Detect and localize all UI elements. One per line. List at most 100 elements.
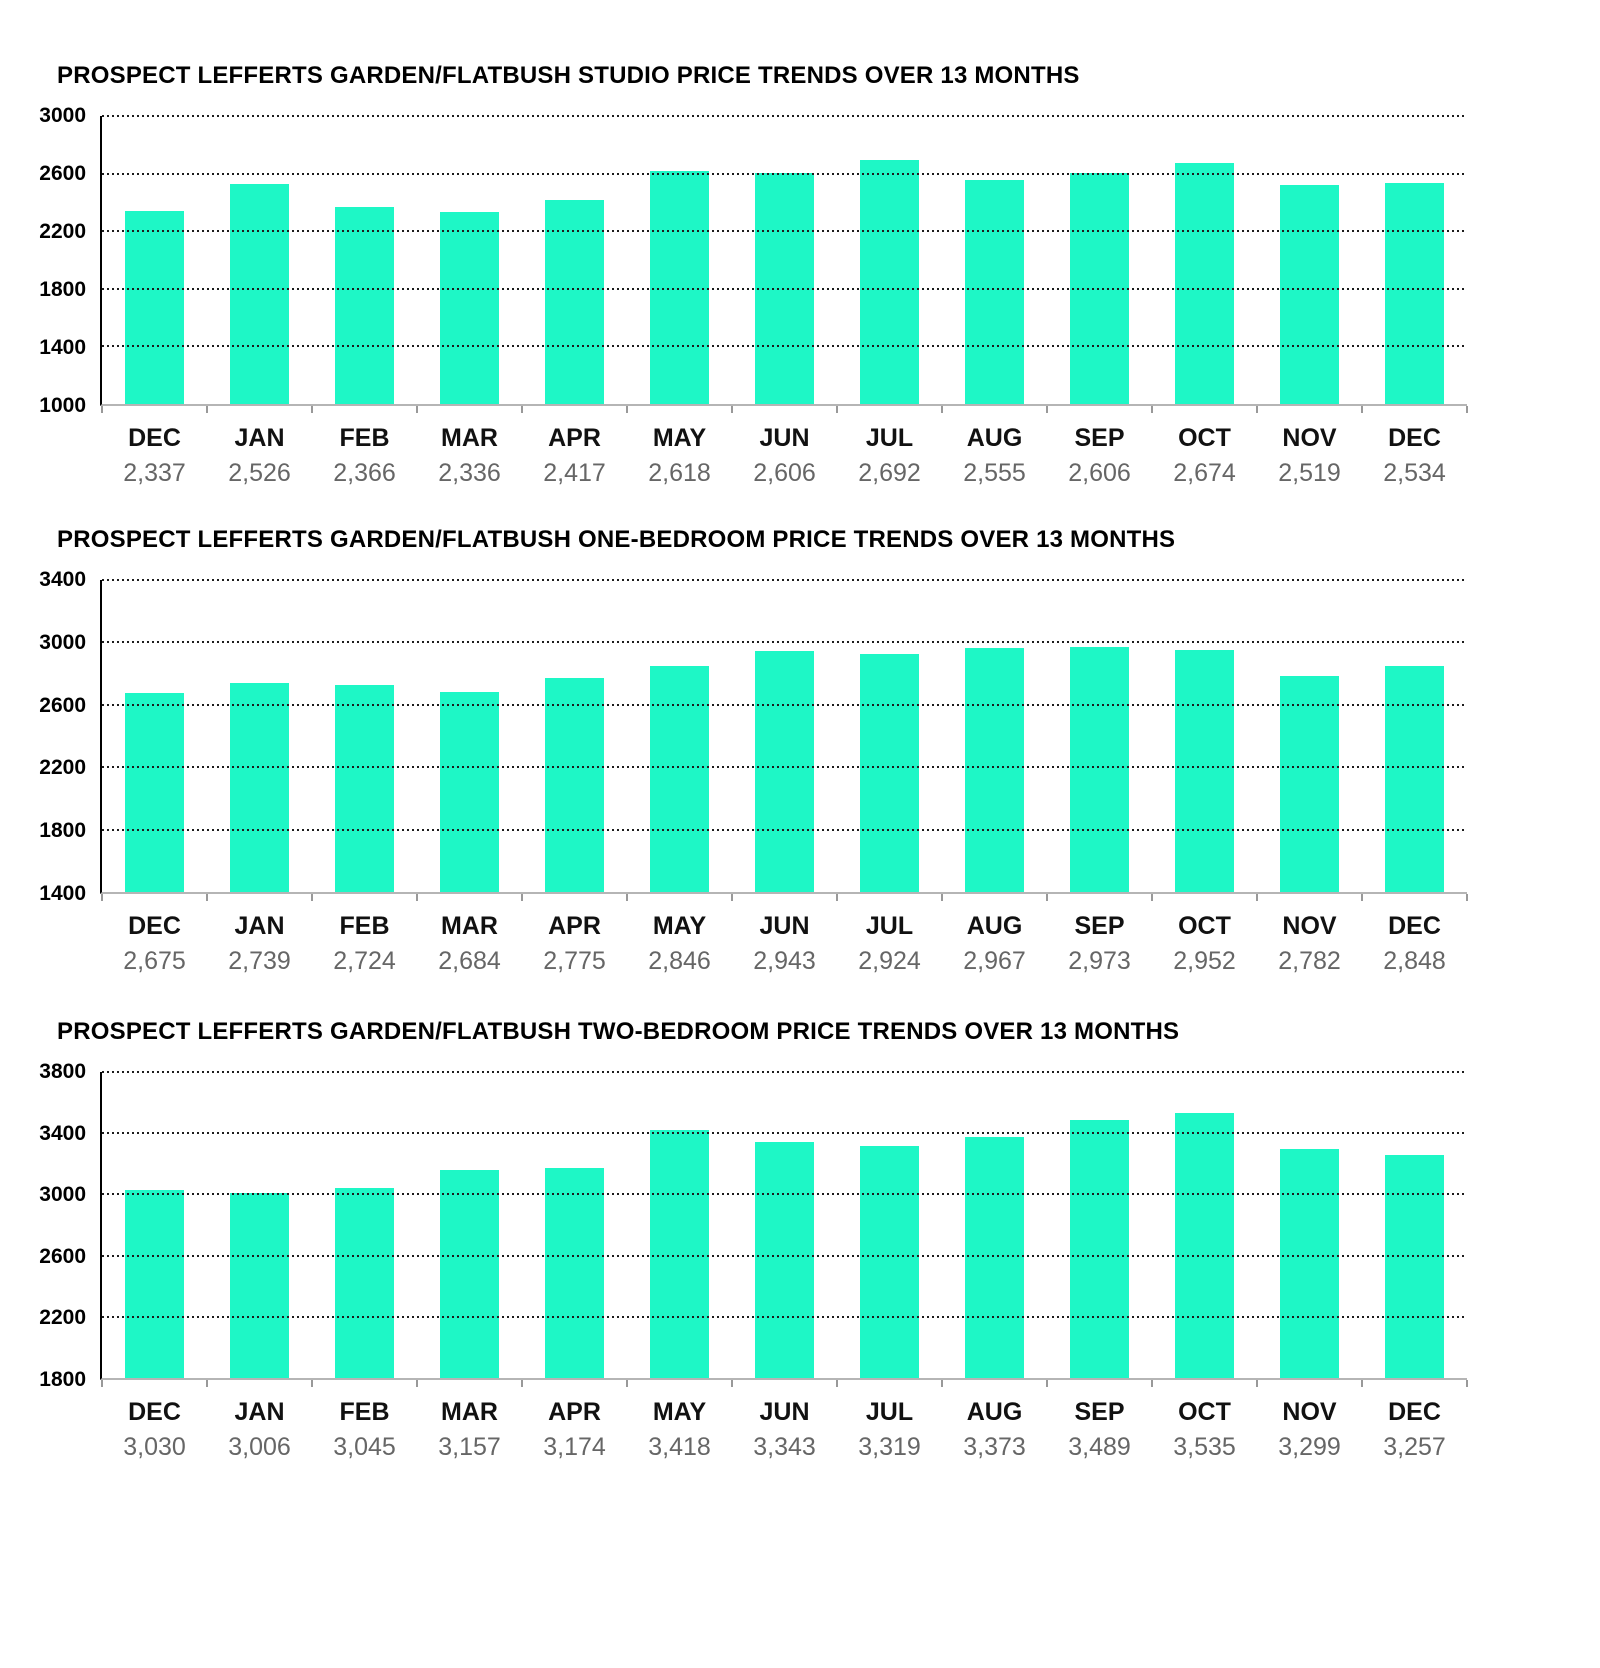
bar-value-label: 2,336 xyxy=(438,459,501,487)
x-axis-tick xyxy=(941,406,943,413)
x-axis-tick xyxy=(206,406,208,413)
bar-slot xyxy=(102,580,207,892)
x-label-group: DEC 2,675 xyxy=(102,912,207,976)
bar xyxy=(229,184,290,404)
x-axis-tick xyxy=(311,406,313,413)
bar xyxy=(859,654,920,892)
bar xyxy=(1069,646,1130,892)
x-label-group: DEC 2,337 xyxy=(102,424,207,488)
x-month-label: SEP xyxy=(1074,424,1125,452)
x-month-label: JUN xyxy=(759,1398,810,1426)
bar-value-label: 2,775 xyxy=(543,947,606,975)
bar-value-label: 2,417 xyxy=(543,459,606,487)
bar xyxy=(439,211,500,404)
x-label-group: APR 2,775 xyxy=(522,912,627,976)
x-label-group: MAR 2,336 xyxy=(417,424,522,488)
bar xyxy=(649,666,710,892)
bar xyxy=(124,1189,185,1378)
x-axis-tick xyxy=(1361,1380,1363,1387)
y-tick-label: 1800 xyxy=(39,278,86,301)
bar-slot xyxy=(1047,580,1152,892)
y-tick-label: 3000 xyxy=(39,630,86,654)
x-month-label: JUL xyxy=(865,912,914,940)
x-month-label: AUG xyxy=(966,1398,1023,1426)
x-label-group: SEP 2,606 xyxy=(1047,424,1152,488)
x-month-label: FEB xyxy=(339,1398,390,1426)
x-month-label: OCT xyxy=(1178,1398,1231,1426)
bar xyxy=(1384,183,1445,404)
x-axis-tick xyxy=(1361,894,1363,901)
x-label-group: NOV 3,299 xyxy=(1257,1398,1362,1462)
bar-slot xyxy=(732,580,837,892)
bar-slot xyxy=(312,1072,417,1378)
x-label-group: JAN 3,006 xyxy=(207,1398,312,1462)
bar-value-label: 2,724 xyxy=(333,947,396,975)
y-axis: 3000 2600 2200 1800 1400 1000 xyxy=(0,104,100,417)
bar xyxy=(1279,676,1340,892)
bar-slot xyxy=(207,580,312,892)
x-month-label: NOV xyxy=(1282,424,1337,452)
bar-value-label: 3,299 xyxy=(1278,1433,1341,1461)
x-axis-tick xyxy=(416,894,418,901)
bar xyxy=(754,651,815,892)
x-axis-tick xyxy=(206,894,208,901)
x-month-label: NOV xyxy=(1282,912,1337,940)
x-month-label: APR xyxy=(548,912,601,940)
x-month-label: FEB xyxy=(339,912,390,940)
x-month-label: OCT xyxy=(1178,912,1231,940)
x-month-label: JUN xyxy=(759,912,810,940)
bar-slot xyxy=(627,580,732,892)
y-tick-label: 2200 xyxy=(39,220,86,243)
x-label-group: SEP 2,973 xyxy=(1047,912,1152,976)
y-tick-label: 2600 xyxy=(39,693,86,717)
bar xyxy=(334,1187,395,1378)
y-tick-label: 1000 xyxy=(39,394,86,417)
x-axis-tick xyxy=(101,894,103,901)
bar xyxy=(859,1145,920,1378)
bar-slot xyxy=(312,580,417,892)
x-month-label: SEP xyxy=(1074,1398,1125,1426)
x-month-label: MAR xyxy=(441,912,498,940)
x-label-group: APR 2,417 xyxy=(522,424,627,488)
bar xyxy=(1174,162,1235,404)
x-label-group: JUN 2,943 xyxy=(732,912,837,976)
x-month-label: AUG xyxy=(966,912,1023,940)
x-axis-tick xyxy=(626,406,628,413)
x-axis-labels: DEC 2,675 JAN 2,739 FEB 2,724 MAR 2,684 APR 2,775… xyxy=(102,912,1467,976)
bar-slot xyxy=(732,116,837,404)
bar-slot xyxy=(942,1072,1047,1378)
bar-value-label: 2,924 xyxy=(858,947,921,975)
x-label-group: JAN 2,526 xyxy=(207,424,312,488)
x-label-group: NOV 2,519 xyxy=(1257,424,1362,488)
bar-value-label: 2,606 xyxy=(1068,459,1131,487)
bar-slot xyxy=(1257,580,1362,892)
bar-value-label: 2,675 xyxy=(123,947,186,975)
y-tick-label: 2600 xyxy=(39,1244,86,1268)
x-label-group: MAR 3,157 xyxy=(417,1398,522,1462)
chart-title: PROSPECT LEFFERTS GARDEN/FLATBUSH TWO-BE… xyxy=(57,1018,1180,1045)
x-axis-tick xyxy=(311,894,313,901)
bar-slot xyxy=(1152,116,1257,404)
x-axis-tick xyxy=(206,1380,208,1387)
bar-slot xyxy=(1362,580,1467,892)
bar-slot xyxy=(102,116,207,404)
bar xyxy=(1384,1155,1445,1378)
bar-value-label: 2,366 xyxy=(333,459,396,487)
bar-value-label: 2,692 xyxy=(858,459,921,487)
bar-slot xyxy=(1257,116,1362,404)
bar-slot xyxy=(522,580,627,892)
bar-value-label: 2,952 xyxy=(1173,947,1236,975)
bar xyxy=(1069,172,1130,404)
bar xyxy=(649,1130,710,1378)
x-axis-tick xyxy=(1256,406,1258,413)
plot-row: 3400 3000 2600 2200 1800 1400 xyxy=(0,568,1600,905)
x-axis-labels: DEC 2,337 JAN 2,526 FEB 2,366 MAR 2,336 APR 2,417… xyxy=(102,424,1467,488)
x-label-group: APR 3,174 xyxy=(522,1398,627,1462)
bar-slot xyxy=(732,1072,837,1378)
x-label-group: FEB 3,045 xyxy=(312,1398,417,1462)
bar-slot xyxy=(417,580,522,892)
bar xyxy=(544,199,605,404)
x-axis-tick xyxy=(101,406,103,413)
bar-slot xyxy=(1047,116,1152,404)
x-label-group: DEC 3,257 xyxy=(1362,1398,1467,1462)
